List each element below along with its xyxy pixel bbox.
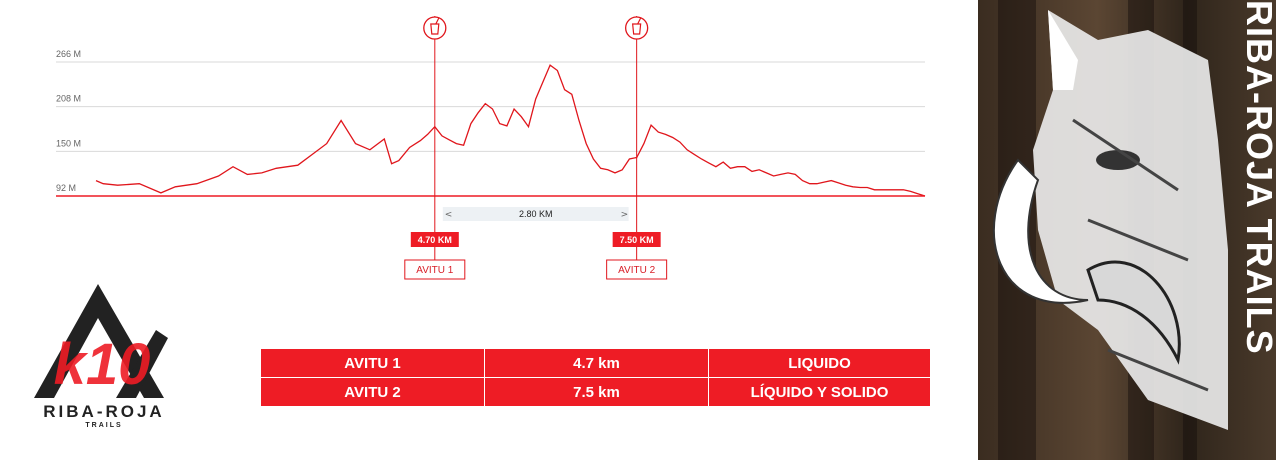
trail-poster: RIBA-ROJA TRAILS [978, 0, 1276, 460]
table-cell-distance: 7.5 km [484, 377, 709, 407]
span-bar [442, 207, 629, 221]
cup-icon [423, 16, 447, 40]
cup-icon-straw [435, 17, 440, 25]
aid-station-markers: 4.70 KM AVITU 1 7.50 KM AVITU 2 [404, 16, 668, 280]
table-row: AVITU 1 4.7 km LIQUIDO [260, 348, 931, 378]
cup-icon [625, 16, 649, 40]
table-cell-supply: LIQUIDO [708, 348, 931, 378]
table-row: AVITU 2 7.5 km LÍQUIDO Y SOLIDO [260, 377, 931, 407]
distance-span: < >2.80 KM [442, 207, 629, 221]
k10-logo: k10 RIBA-ROJA TRAILS [16, 280, 196, 440]
aid-station-marker: 4.70 KM AVITU 1 [404, 16, 466, 280]
chevron-right-icon: > [621, 210, 629, 220]
aid-station-label-box [404, 259, 466, 280]
km-badge [410, 232, 459, 247]
y-tick-labels: 266 M 208 M 150 M 92 M [56, 49, 81, 193]
aid-station-label-box [606, 259, 668, 280]
km-badge [612, 232, 661, 247]
elevation-chart: 266 M 208 M 150 M 92 M 4.70 KM AVITU 1 7.50 K… [56, 16, 926, 280]
table-cell-station: AVITU 1 [260, 348, 485, 378]
logo-subtitle: TRAILS [85, 422, 123, 429]
aid-station-label: AVITU 1 [416, 265, 453, 276]
km-badge-label: 7.50 KM [620, 235, 654, 245]
table-cell-distance: 4.7 km [484, 348, 709, 378]
y-tick-label: 150 M [56, 138, 81, 148]
k10-logo-mark: k10 [34, 284, 168, 398]
aid-station-marker: 7.50 KM AVITU 2 [606, 16, 668, 280]
boar-head-illustration [993, 10, 1228, 430]
y-tick-label: 266 M [56, 49, 81, 59]
aid-station-table: AVITU 1 4.7 km LIQUIDO AVITU 2 7.5 km LÍ… [260, 348, 931, 407]
aid-station-label: AVITU 2 [618, 265, 655, 276]
chart-grid [56, 61, 925, 152]
chevron-left-icon: < [445, 210, 453, 220]
table-cell-station: AVITU 2 [260, 377, 485, 407]
table-cell-supply: LÍQUIDO Y SOLIDO [708, 377, 931, 407]
cup-icon-straw [637, 17, 642, 25]
y-tick-label: 92 M [56, 183, 76, 193]
km-badge-label: 4.70 KM [418, 235, 452, 245]
logo-mark-text: k10 [54, 332, 151, 397]
span-label: 2.80 KM [519, 209, 553, 219]
poster-title: RIBA-ROJA TRAILS [1239, 0, 1276, 355]
logo-name: RIBA-ROJA [43, 402, 165, 421]
elevation-line [95, 64, 926, 197]
y-tick-label: 208 M [56, 94, 81, 104]
